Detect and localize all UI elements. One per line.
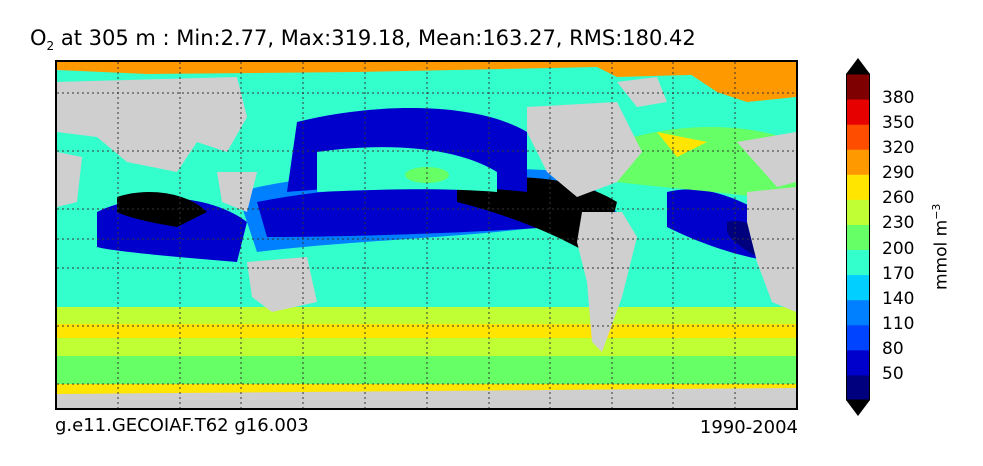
colorbar-segment	[846, 149, 870, 175]
north-pacific-mid	[317, 147, 497, 192]
colorbar-tick-label: 50	[882, 363, 904, 384]
colorbar-segment	[846, 249, 870, 276]
arctic-ocean	[57, 62, 796, 77]
colorbar-units: mmol m−3	[930, 203, 952, 290]
colorbar-tick-label: 170	[882, 263, 915, 284]
colorbar-tick-label: 320	[882, 138, 915, 159]
colorbar-segment	[846, 324, 870, 351]
land-europe	[737, 132, 796, 187]
land-india	[217, 172, 257, 212]
colorbar-segment	[846, 99, 870, 125]
colorbar-segment	[846, 299, 870, 326]
colorbar-under-triangle	[846, 400, 870, 416]
colorbar-segment	[846, 274, 870, 301]
colorbar-tick-label: 200	[882, 238, 915, 259]
colorbar-segment	[846, 174, 870, 200]
colorbar-tick-label: 380	[882, 88, 915, 109]
land-africa	[747, 187, 796, 312]
colorbar-outline	[846, 73, 870, 401]
north-pacific-patch	[405, 167, 449, 183]
land-australia	[247, 257, 317, 312]
colorbar-over-triangle	[846, 58, 870, 74]
colorbar	[846, 58, 870, 416]
colorbar-tick-label: 110	[882, 313, 915, 334]
colorbar-tick-label: 140	[882, 288, 915, 309]
colorbar-tick-label: 230	[882, 213, 915, 234]
colorbar-segment	[846, 374, 870, 401]
colorbar-tick-label: 260	[882, 188, 915, 209]
land-eurasia	[57, 77, 247, 172]
southern-band-260	[57, 324, 796, 338]
land-south-america	[577, 212, 637, 352]
map-svg	[57, 62, 796, 408]
colorbar-segment	[846, 74, 870, 100]
colorbar-tick-label: 80	[882, 338, 904, 359]
colorbar-segment	[846, 224, 870, 251]
omz-east-pacific	[457, 177, 617, 262]
land-africa-west	[57, 152, 82, 207]
ocean-oxygen-map	[55, 60, 798, 410]
case-label: g.e11.GECOIAF.T62 g16.003	[55, 415, 309, 436]
colorbar-tick-label: 290	[882, 163, 915, 184]
plot-title: O2 at 305 m : Min:2.77, Max:319.18, Mean…	[30, 26, 696, 54]
graticule	[57, 62, 796, 408]
colorbar-segment	[846, 124, 870, 150]
land-greenland	[617, 77, 667, 107]
labrador-sea	[657, 132, 707, 157]
land-north-america	[527, 102, 642, 197]
period-label: 1990-2004	[699, 417, 798, 438]
colorbar-tick-label: 350	[882, 113, 915, 134]
colorbar-segment	[846, 199, 870, 225]
colorbar-segment	[846, 349, 870, 376]
southern-band-200	[57, 356, 796, 384]
